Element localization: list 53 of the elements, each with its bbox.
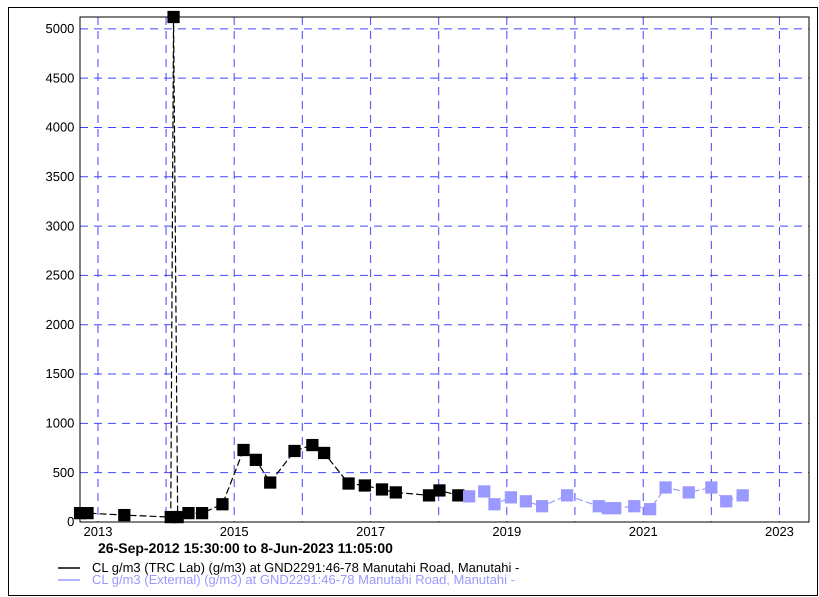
point: [118, 508, 130, 522]
point: [462, 490, 476, 502]
x-tick-label: 2023: [764, 524, 794, 540]
point: [376, 483, 388, 496]
point: [659, 481, 672, 494]
x-tick-label: 2013: [84, 524, 112, 540]
x-axis-title: 26-Sep-2012 15:30:00 to 8-Jun-2023 11:05:00: [98, 540, 394, 556]
point: [167, 10, 180, 24]
y-tick-label: 3000: [45, 218, 74, 234]
x-tick-label: 2019: [492, 524, 522, 540]
point: [705, 481, 718, 494]
legend-label: CL g/m3 (TRC Lab) (g/m3) at GND2291:46-78 Manutahi Road, Manutahi -: [92, 560, 520, 575]
x-tick-label: 2015: [220, 524, 249, 540]
point: [433, 484, 446, 497]
point: [237, 444, 250, 456]
point: [288, 444, 301, 458]
point: [682, 486, 695, 499]
point: [182, 507, 195, 520]
point: [609, 502, 622, 514]
x-tick-label: 2017: [356, 524, 386, 540]
point: [736, 489, 749, 502]
y-tick-label: 2000: [45, 316, 74, 332]
y-tick-label: 4500: [45, 70, 74, 86]
point: [318, 446, 330, 460]
point: [488, 498, 501, 510]
point: [520, 495, 532, 508]
y-tick-label: 500: [52, 464, 74, 480]
point: [306, 438, 318, 452]
point: [504, 491, 518, 504]
point: [644, 503, 656, 516]
y-tick-label: 2500: [45, 268, 74, 283]
point: [342, 477, 355, 490]
y-tick-label: 1000: [45, 416, 74, 431]
point: [250, 454, 262, 466]
x-tick-label: 2021: [628, 524, 658, 540]
point: [358, 479, 371, 492]
point: [720, 495, 732, 508]
point: [536, 500, 548, 512]
point: [196, 507, 208, 520]
y-tick-label: 3500: [45, 168, 74, 184]
point: [478, 485, 490, 498]
point: [422, 489, 436, 502]
point: [628, 500, 640, 512]
y-tick-label: 4000: [45, 120, 74, 135]
y-tick-label: 0: [67, 514, 74, 530]
point: [216, 498, 229, 510]
point: [172, 510, 184, 524]
y-tick-label: 1500: [45, 366, 74, 382]
y-tick-label: 5000: [45, 20, 74, 36]
point: [560, 489, 574, 502]
point: [81, 507, 94, 520]
point: [264, 476, 276, 489]
point: [390, 486, 402, 499]
